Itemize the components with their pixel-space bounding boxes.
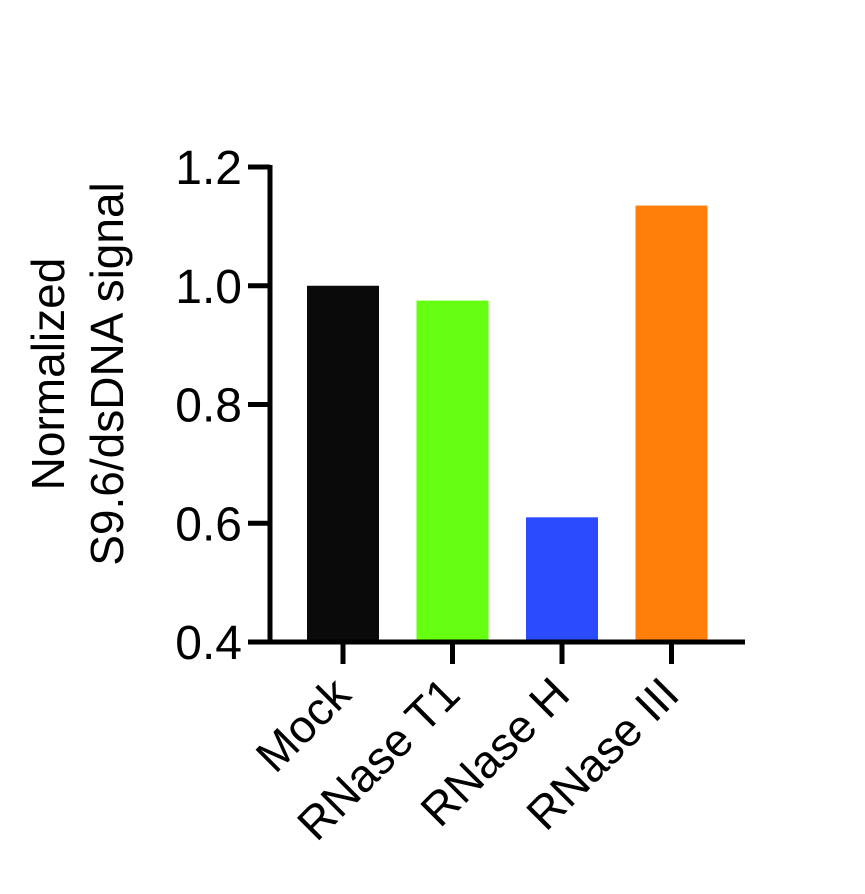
bar-rnase-iii [635, 205, 708, 642]
y-tick-label: 0.6 [175, 498, 242, 551]
y-axis-label-line-1: Normalized [22, 258, 74, 491]
y-axis-label: Normalized S9.6/dsDNA signal [22, 182, 133, 566]
y-axis: 0.4 0.6 0.8 1.0 1.2 [175, 142, 273, 670]
y-tick-label: 1.0 [175, 261, 242, 314]
y-tick-label: 0.8 [175, 380, 242, 433]
bar-rnase-h [526, 517, 598, 642]
y-axis-label-line-2: S9.6/dsDNA signal [81, 182, 133, 566]
bar-mock [307, 285, 379, 642]
y-tick-label: 1.2 [175, 142, 242, 195]
y-tick-label: 0.4 [175, 617, 242, 670]
bar-rnase-t1 [416, 300, 489, 642]
bars [307, 205, 708, 642]
